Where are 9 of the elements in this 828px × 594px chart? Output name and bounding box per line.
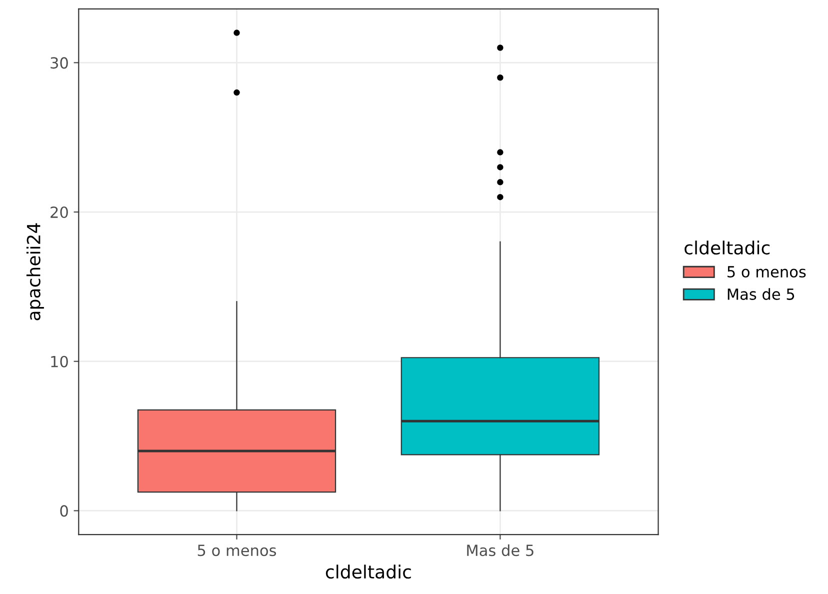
y-tick-label: 10 — [51, 356, 68, 368]
legend-label: Mas de 5 — [728, 288, 794, 300]
y-tick-label: 0 — [60, 505, 68, 517]
legend-label: 5 o menos — [728, 266, 806, 278]
x-axis-title: cldeltadic — [326, 564, 411, 579]
legend-title: cldeltadic — [684, 240, 770, 255]
y-tick-label: 30 — [50, 57, 68, 69]
y-tick-label: 20 — [50, 206, 68, 218]
y-axis-title: apacheii24 — [26, 223, 44, 320]
